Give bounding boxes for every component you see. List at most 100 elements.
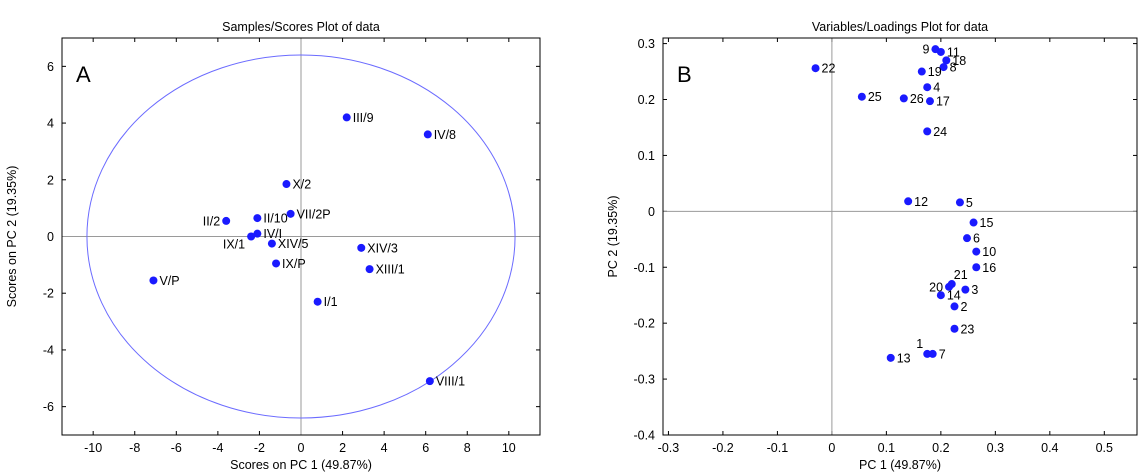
- point-label: 4: [933, 81, 940, 95]
- x-tick-label: -4: [212, 441, 223, 455]
- data-point: [149, 276, 158, 285]
- point-label: II/2: [203, 214, 220, 228]
- data-point: [950, 302, 959, 311]
- y-tick-label: -2: [43, 287, 54, 301]
- panel-b-letter: B: [677, 62, 692, 87]
- data-point: [365, 265, 374, 274]
- data-point: [928, 349, 937, 358]
- x-tick-label: 0: [828, 441, 835, 455]
- data-point: [923, 127, 932, 136]
- x-tick-label: -0.3: [658, 441, 680, 455]
- data-point: [936, 291, 945, 300]
- point-label: 17: [936, 95, 950, 109]
- data-point: [313, 297, 322, 306]
- point-label: 20: [929, 280, 943, 294]
- point-label: 5: [966, 196, 973, 210]
- point-label: 23: [960, 322, 974, 336]
- data-point: [925, 97, 934, 106]
- point-label: XIV/5: [278, 237, 309, 251]
- y-tick-label: 0.3: [638, 37, 655, 51]
- panel-b-title: Variables/Loadings Plot for data: [812, 20, 988, 34]
- x-tick-label: -0.1: [767, 441, 789, 455]
- point-label: 18: [952, 54, 966, 68]
- data-point: [939, 63, 948, 72]
- point-label: 13: [897, 351, 911, 365]
- y-tick-label: -0.1: [633, 261, 655, 275]
- x-tick-label: 0.2: [932, 441, 949, 455]
- point-label: IV/I: [263, 227, 282, 241]
- data-point: [857, 92, 866, 101]
- y-tick-label: 0: [47, 230, 54, 244]
- panel-b-frame: [662, 37, 1138, 436]
- data-point: [267, 239, 276, 248]
- point-label: IX/P: [282, 257, 306, 271]
- point-label: IX/1: [223, 238, 245, 252]
- data-point: [253, 214, 262, 223]
- panel-a-scores-plot: Samples/Scores Plot of data Scores on PC…: [5, 20, 541, 472]
- point-label: IV/8: [434, 128, 456, 142]
- data-point: [955, 198, 964, 207]
- panel-a-letter: A: [76, 62, 91, 87]
- point-label: X/2: [292, 178, 311, 192]
- y-tick-label: -0.3: [633, 373, 655, 387]
- data-point: [886, 353, 895, 362]
- point-label: 12: [914, 195, 928, 209]
- x-tick-label: 10: [502, 441, 516, 455]
- y-tick-label: 0.1: [638, 149, 655, 163]
- data-point: [961, 285, 970, 294]
- x-tick-label: 4: [381, 441, 388, 455]
- data-point: [963, 234, 972, 243]
- y-tick-label: -4: [43, 343, 54, 357]
- data-point: [425, 377, 434, 386]
- point-label: 14: [947, 289, 961, 303]
- y-tick-label: 2: [47, 173, 54, 187]
- y-tick-label: 6: [47, 60, 54, 74]
- panel-a-ticks: -10 -8 -6 -4 -2 0 2 4 6 8 10 -6 -4 -2 0 2 4 6: [43, 38, 540, 455]
- panel-b-ylabel: PC 2 (19.35%): [606, 196, 620, 278]
- point-label: 8: [950, 61, 957, 75]
- x-tick-label: 0.4: [1041, 441, 1058, 455]
- data-point: [357, 243, 366, 252]
- panel-a-frame: [61, 37, 541, 436]
- point-label: 24: [933, 125, 947, 139]
- x-tick-label: -6: [171, 441, 182, 455]
- confidence-ellipse: [86, 54, 516, 419]
- point-label: III/9: [353, 111, 374, 125]
- data-point: [342, 113, 351, 122]
- point-label: 1: [916, 337, 923, 351]
- x-tick-label: 0.5: [1096, 441, 1113, 455]
- point-label: 22: [822, 62, 836, 76]
- y-tick-label: 4: [47, 117, 54, 131]
- data-point: [972, 263, 981, 272]
- data-point: [222, 216, 231, 225]
- x-tick-label: -8: [129, 441, 140, 455]
- x-tick-label: 6: [422, 441, 429, 455]
- point-label: 6: [973, 232, 980, 246]
- x-tick-label: 2: [339, 441, 346, 455]
- data-point: [972, 247, 981, 256]
- data-point: [811, 64, 820, 73]
- data-point: [247, 232, 256, 241]
- panel-a-title: Samples/Scores Plot of data: [222, 20, 380, 34]
- data-point: [272, 259, 281, 268]
- point-label: 26: [910, 92, 924, 106]
- point-label: 19: [928, 65, 942, 79]
- x-tick-label: -10: [84, 441, 102, 455]
- y-tick-label: -6: [43, 400, 54, 414]
- point-label: 3: [971, 283, 978, 297]
- data-point: [904, 197, 913, 206]
- x-tick-label: -2: [254, 441, 265, 455]
- data-point: [950, 324, 959, 333]
- point-label: VIII/1: [436, 375, 465, 389]
- data-point: [423, 130, 432, 139]
- data-point: [282, 180, 291, 189]
- data-point: [286, 209, 295, 218]
- data-point: [936, 47, 945, 56]
- point-label: XIV/3: [367, 241, 398, 255]
- point-label: V/P: [159, 274, 179, 288]
- data-point: [942, 56, 951, 65]
- point-label: 15: [980, 216, 994, 230]
- x-tick-label: -0.2: [712, 441, 734, 455]
